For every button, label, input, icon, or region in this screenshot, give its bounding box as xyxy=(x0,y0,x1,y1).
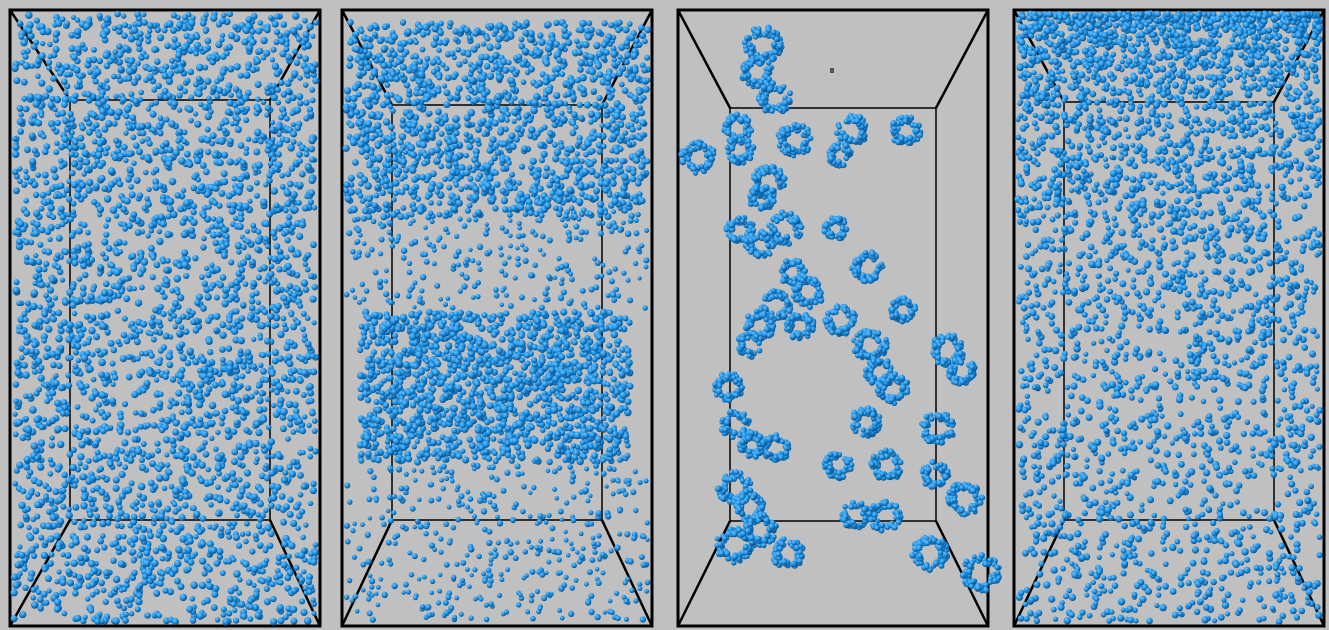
panel-4 xyxy=(1012,8,1326,628)
particle-cluster xyxy=(783,311,817,342)
particle-cluster xyxy=(770,536,806,569)
particle-cluster xyxy=(821,215,850,242)
particle-cluster xyxy=(833,112,869,147)
particle-cluster xyxy=(714,525,757,566)
particle-cluster xyxy=(930,332,966,369)
particle-cluster xyxy=(868,447,904,481)
panel-2-particles xyxy=(342,19,652,623)
particle-cluster xyxy=(775,122,814,159)
particle-cluster xyxy=(790,274,825,311)
panel-1-particles xyxy=(10,10,320,626)
particle-cluster xyxy=(743,308,777,342)
particle-cluster xyxy=(822,303,858,338)
panel-2 xyxy=(340,8,654,628)
particle-cluster xyxy=(742,228,777,260)
particle-cluster xyxy=(724,135,757,166)
particle-cluster xyxy=(887,295,919,325)
particle-cluster xyxy=(714,469,754,507)
particle-cluster xyxy=(839,499,871,531)
particle-cluster xyxy=(959,552,1002,594)
particle-cluster xyxy=(758,432,792,463)
panel-1 xyxy=(8,8,322,628)
particle-cluster xyxy=(826,141,854,169)
particle-cluster xyxy=(741,24,785,66)
particle-cluster xyxy=(821,451,855,482)
particle-cluster xyxy=(945,481,986,518)
particle-cluster xyxy=(735,329,764,360)
particle-cluster xyxy=(736,430,767,460)
particle-cluster xyxy=(919,459,952,490)
panel-3-particles xyxy=(678,24,1002,594)
small-marker xyxy=(830,68,834,73)
panel-4-particles xyxy=(1014,10,1324,626)
particle-cluster xyxy=(712,371,745,404)
particle-cluster xyxy=(739,54,775,90)
particle-cluster xyxy=(678,139,717,176)
particle-cluster xyxy=(849,249,886,285)
particle-cluster xyxy=(946,357,978,387)
particle-cluster xyxy=(909,534,951,573)
particle-cluster xyxy=(919,411,956,446)
particle-cluster xyxy=(866,498,904,534)
particle-cluster xyxy=(890,114,924,147)
particle-cluster xyxy=(758,288,794,323)
particle-cluster xyxy=(850,405,883,439)
particle-cluster xyxy=(747,184,777,212)
particle-cluster xyxy=(741,511,779,549)
panel-3 xyxy=(676,8,1002,628)
particle-cluster xyxy=(756,80,793,115)
particle-cluster xyxy=(874,371,911,406)
particle-cluster xyxy=(733,491,767,525)
